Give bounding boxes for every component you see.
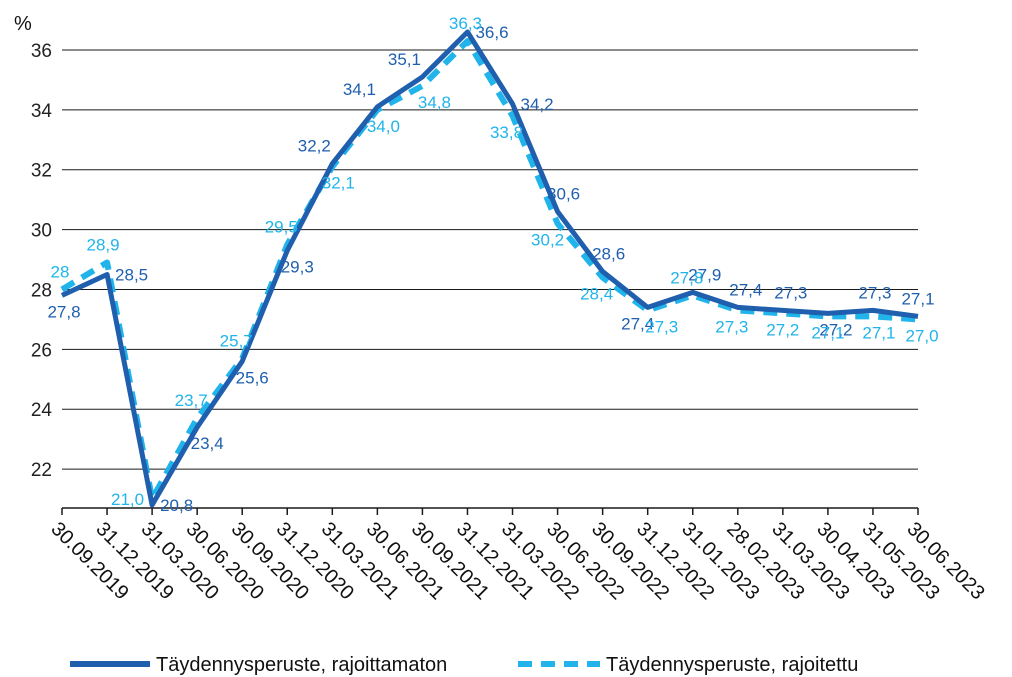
data-label-restricted: 30,2 (531, 231, 564, 250)
data-label-unrestricted: 27,1 (901, 289, 934, 308)
data-labels: 27,8 28,5 20,8 23,4 25,6 29,3 32,2 34,1 35,1 36,6… (47, 14, 938, 515)
data-label-restricted: 25,7 (220, 331, 253, 350)
y-axis-unit-label: % (14, 13, 32, 35)
legend-label-unrestricted: Täydennysperuste, rajoittamaton (156, 654, 447, 676)
data-label-restricted: 33,8 (490, 123, 523, 142)
data-label-restricted: 34,8 (418, 93, 451, 112)
data-label-restricted: 23,7 (175, 391, 208, 410)
legend-label-restricted: Täydennysperuste, rajoitettu (606, 654, 858, 676)
data-label-unrestricted: 29,3 (281, 258, 314, 277)
series-lines (60, 29, 919, 508)
series-line-restricted (60, 38, 919, 502)
data-label-unrestricted: 27,4 (621, 314, 654, 333)
x-axis-ticks: 30.09.201931.12.201931.03.202030.06.2020… (46, 508, 989, 604)
data-label-restricted: 27,3 (645, 317, 678, 336)
data-label-restricted: 21,0 (111, 490, 144, 509)
data-label-unrestricted: 20,8 (160, 496, 193, 515)
y-tick-label: 22 (31, 460, 52, 481)
y-tick-label: 24 (31, 400, 53, 421)
data-label-unrestricted: 35,1 (388, 50, 421, 69)
data-label-restricted: 27,3 (715, 317, 748, 336)
data-label-unrestricted: 27,9 (688, 265, 721, 284)
data-label-restricted: 28,4 (580, 284, 613, 303)
data-label-restricted: 28,9 (87, 236, 120, 255)
data-label-unrestricted: 34,1 (343, 80, 376, 99)
data-label-unrestricted: 28,5 (115, 265, 148, 284)
data-label-restricted: 27,1 (862, 323, 895, 342)
data-label-unrestricted: 27,3 (774, 283, 807, 302)
data-label-restricted: 36,3 (449, 14, 482, 33)
data-label-unrestricted: 27,3 (858, 283, 891, 302)
data-label-restricted: 32,1 (322, 174, 355, 193)
data-label-unrestricted: 36,6 (475, 23, 508, 42)
data-label-unrestricted: 27,2 (819, 320, 852, 339)
y-tick-label: 30 (31, 221, 52, 242)
data-label-unrestricted: 27,4 (729, 280, 762, 299)
y-tick-label: 34 (31, 101, 53, 122)
data-label-restricted: 27,2 (766, 320, 799, 339)
data-label-unrestricted: 32,2 (298, 137, 331, 156)
legend: Täydennysperuste, rajoittamaton Täydenny… (70, 654, 858, 676)
data-label-unrestricted: 27,8 (47, 302, 80, 321)
y-tick-label: 36 (31, 41, 52, 62)
y-tick-label: 26 (31, 340, 52, 361)
data-label-restricted: 27,0 (905, 326, 938, 345)
data-label-unrestricted: 23,4 (191, 434, 224, 453)
data-label-restricted: 28 (51, 262, 70, 281)
data-label-restricted: 34,0 (367, 117, 400, 136)
y-axis-ticks: 22 24 26 28 30 32 34 36 (31, 41, 53, 481)
data-label-unrestricted: 30,6 (547, 185, 580, 204)
data-label-restricted: 27,1 (811, 323, 844, 342)
data-label-restricted: 29,5 (265, 218, 298, 237)
series-line-unrestricted (60, 29, 919, 508)
data-label-restricted: 27,8 (670, 268, 703, 287)
y-tick-label: 32 (31, 161, 52, 182)
data-label-unrestricted: 28,6 (592, 244, 625, 263)
data-label-unrestricted: 34,2 (521, 95, 554, 114)
data-label-unrestricted: 25,6 (236, 368, 269, 387)
y-tick-label: 28 (31, 280, 52, 301)
